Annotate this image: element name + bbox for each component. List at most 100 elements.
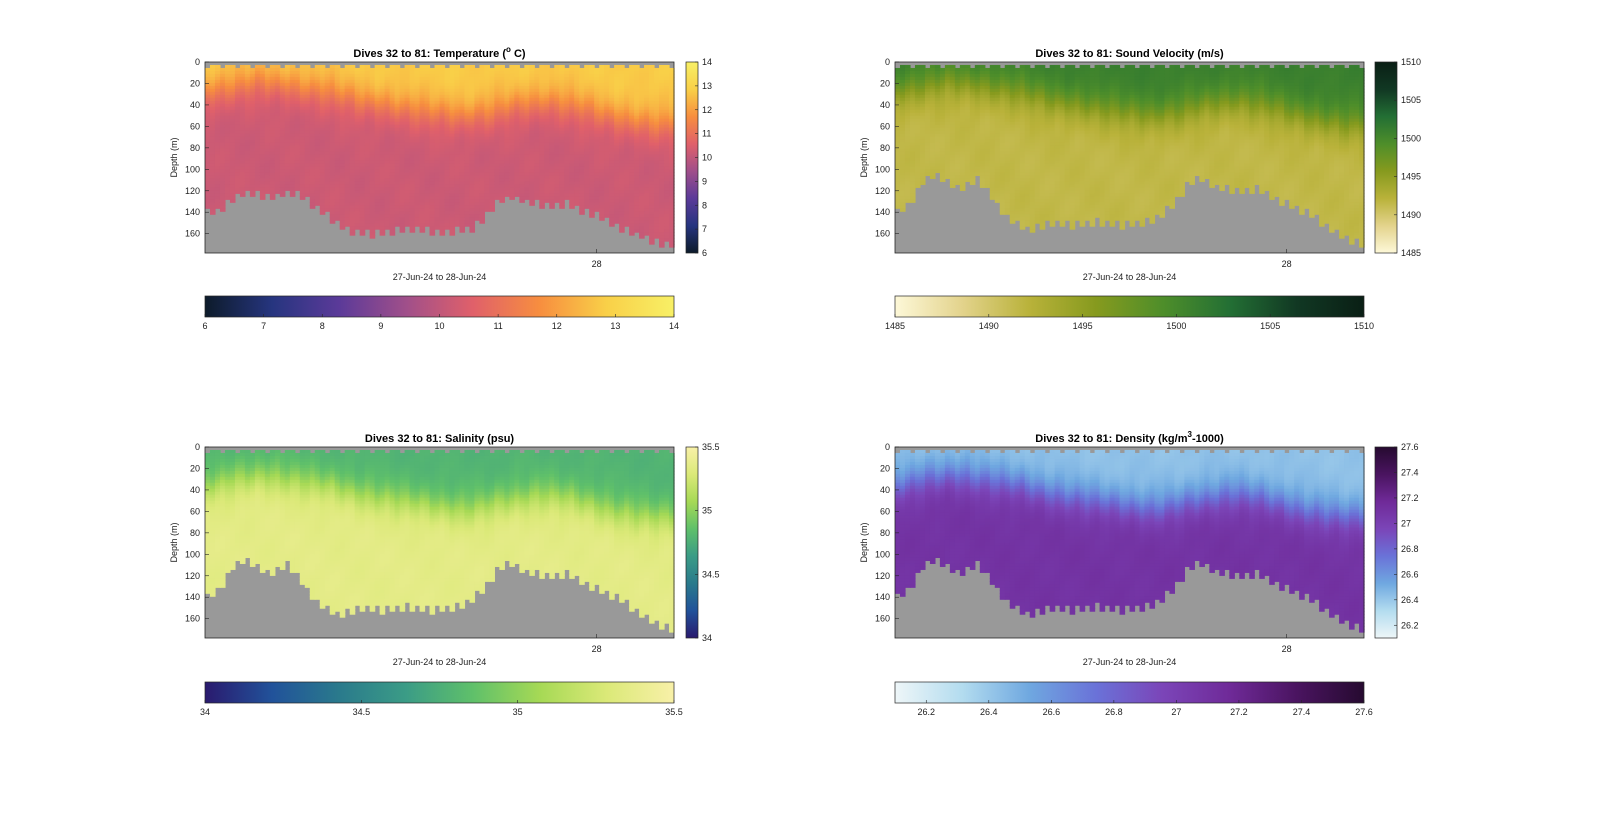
- heatmap-cell: [394, 160, 401, 165]
- heatmap-cell: [364, 130, 371, 135]
- heatmap-cell: [234, 133, 241, 138]
- heatmap-cell: [334, 205, 341, 209]
- heatmap-cell: [324, 73, 331, 78]
- heatmap-cell: [324, 121, 331, 126]
- heatmap-cell: [234, 127, 241, 132]
- heatmap-cell: [434, 175, 441, 179]
- heatmap-cell: [299, 100, 306, 105]
- heatmap-cell: [234, 109, 241, 114]
- heatmap-cell: [309, 97, 316, 102]
- heatmap-cell: [444, 136, 451, 141]
- heatmap-cell: [319, 112, 326, 117]
- heatmap-cell: [244, 178, 251, 182]
- heatmap-cell: [244, 184, 251, 188]
- heatmap-cell: [224, 178, 231, 182]
- heatmap-cell: [209, 151, 216, 156]
- heatmap-cell: [279, 79, 286, 84]
- heatmap-cell: [319, 67, 326, 72]
- heatmap-cell: [224, 190, 231, 194]
- heatmap-cell: [234, 79, 241, 84]
- heatmap-cell: [399, 214, 406, 218]
- heatmap-cell: [264, 172, 271, 176]
- heatmap-cell: [444, 127, 451, 132]
- heatmap-cell: [344, 196, 351, 200]
- heatmap-cell: [254, 145, 261, 150]
- heatmap-cell: [409, 220, 416, 224]
- heatmap-cell: [294, 91, 301, 96]
- heatmap-cell: [264, 148, 271, 153]
- heatmap-cell: [439, 160, 446, 165]
- heatmap-cell: [219, 67, 226, 72]
- heatmap-cell: [429, 181, 436, 185]
- heatmap-cell: [329, 142, 336, 147]
- heatmap-cell: [349, 112, 356, 117]
- heatmap-cell: [289, 133, 296, 138]
- heatmap-cell: [434, 136, 441, 141]
- heatmap-cell: [239, 172, 246, 176]
- heatmap-cell: [349, 103, 356, 108]
- heatmap-cell: [344, 217, 351, 221]
- heatmap-cell: [249, 190, 256, 194]
- heatmap-cell: [254, 160, 261, 165]
- heatmap-cell: [439, 91, 446, 96]
- heatmap-cell: [244, 124, 251, 129]
- heatmap-cell: [399, 79, 406, 84]
- heatmap-cell: [349, 133, 356, 138]
- heatmap-cell: [289, 184, 296, 188]
- heatmap-cell: [364, 226, 371, 230]
- heatmap-cell: [324, 154, 331, 159]
- heatmap-cell: [334, 154, 341, 159]
- heatmap-cell: [264, 73, 271, 78]
- heatmap-cell: [444, 208, 451, 212]
- heatmap-cell: [419, 154, 426, 159]
- heatmap-cell: [374, 208, 381, 212]
- heatmap-cell: [414, 223, 421, 227]
- heatmap-cell: [329, 82, 336, 87]
- heatmap-cell: [424, 88, 431, 93]
- heatmap-cell: [289, 166, 296, 171]
- heatmap-cell: [449, 103, 456, 108]
- heatmap-cell: [219, 73, 226, 78]
- heatmap-cell: [404, 103, 411, 108]
- heatmap-cell: [224, 94, 231, 99]
- heatmap-cell: [444, 220, 451, 224]
- heatmap-cell: [264, 133, 271, 138]
- heatmap-cell: [214, 64, 221, 69]
- heatmap-cell: [209, 112, 216, 117]
- heatmap-cell: [419, 124, 426, 129]
- heatmap-cell: [324, 100, 331, 105]
- heatmap-cell: [359, 178, 366, 182]
- heatmap-cell: [354, 172, 361, 176]
- heatmap-cell: [249, 103, 256, 108]
- heatmap-cell: [329, 160, 336, 165]
- heatmap-cell: [389, 223, 396, 227]
- heatmap-cell: [389, 124, 396, 129]
- heatmap-cell: [339, 202, 346, 206]
- heatmap-cell: [329, 163, 336, 168]
- heatmap-cell: [219, 70, 226, 75]
- heatmap-cell: [394, 127, 401, 132]
- heatmap-cell: [614, 220, 620, 224]
- heatmap-cell: [329, 190, 336, 194]
- heatmap-cell: [399, 226, 406, 230]
- heatmap-cell: [299, 127, 306, 132]
- heatmap-cell: [294, 136, 301, 141]
- heatmap-cell: [309, 112, 316, 117]
- heatmap-cell: [359, 106, 366, 111]
- heatmap-cell: [619, 229, 625, 233]
- heatmap-cell: [209, 196, 216, 200]
- heatmap-cell: [389, 187, 396, 191]
- heatmap-cell: [434, 64, 441, 69]
- heatmap-cell: [239, 103, 246, 108]
- heatmap-cell: [354, 154, 361, 159]
- heatmap-cell: [239, 127, 246, 132]
- heatmap-cell: [409, 190, 416, 194]
- heatmap-cell: [439, 97, 446, 102]
- heatmap-cell: [344, 103, 351, 108]
- heatmap-cell: [254, 175, 261, 179]
- heatmap-cell: [364, 133, 371, 138]
- heatmap-cell: [394, 193, 401, 197]
- heatmap-cell: [354, 121, 361, 126]
- heatmap-cell: [399, 73, 406, 78]
- heatmap-cell: [309, 127, 316, 132]
